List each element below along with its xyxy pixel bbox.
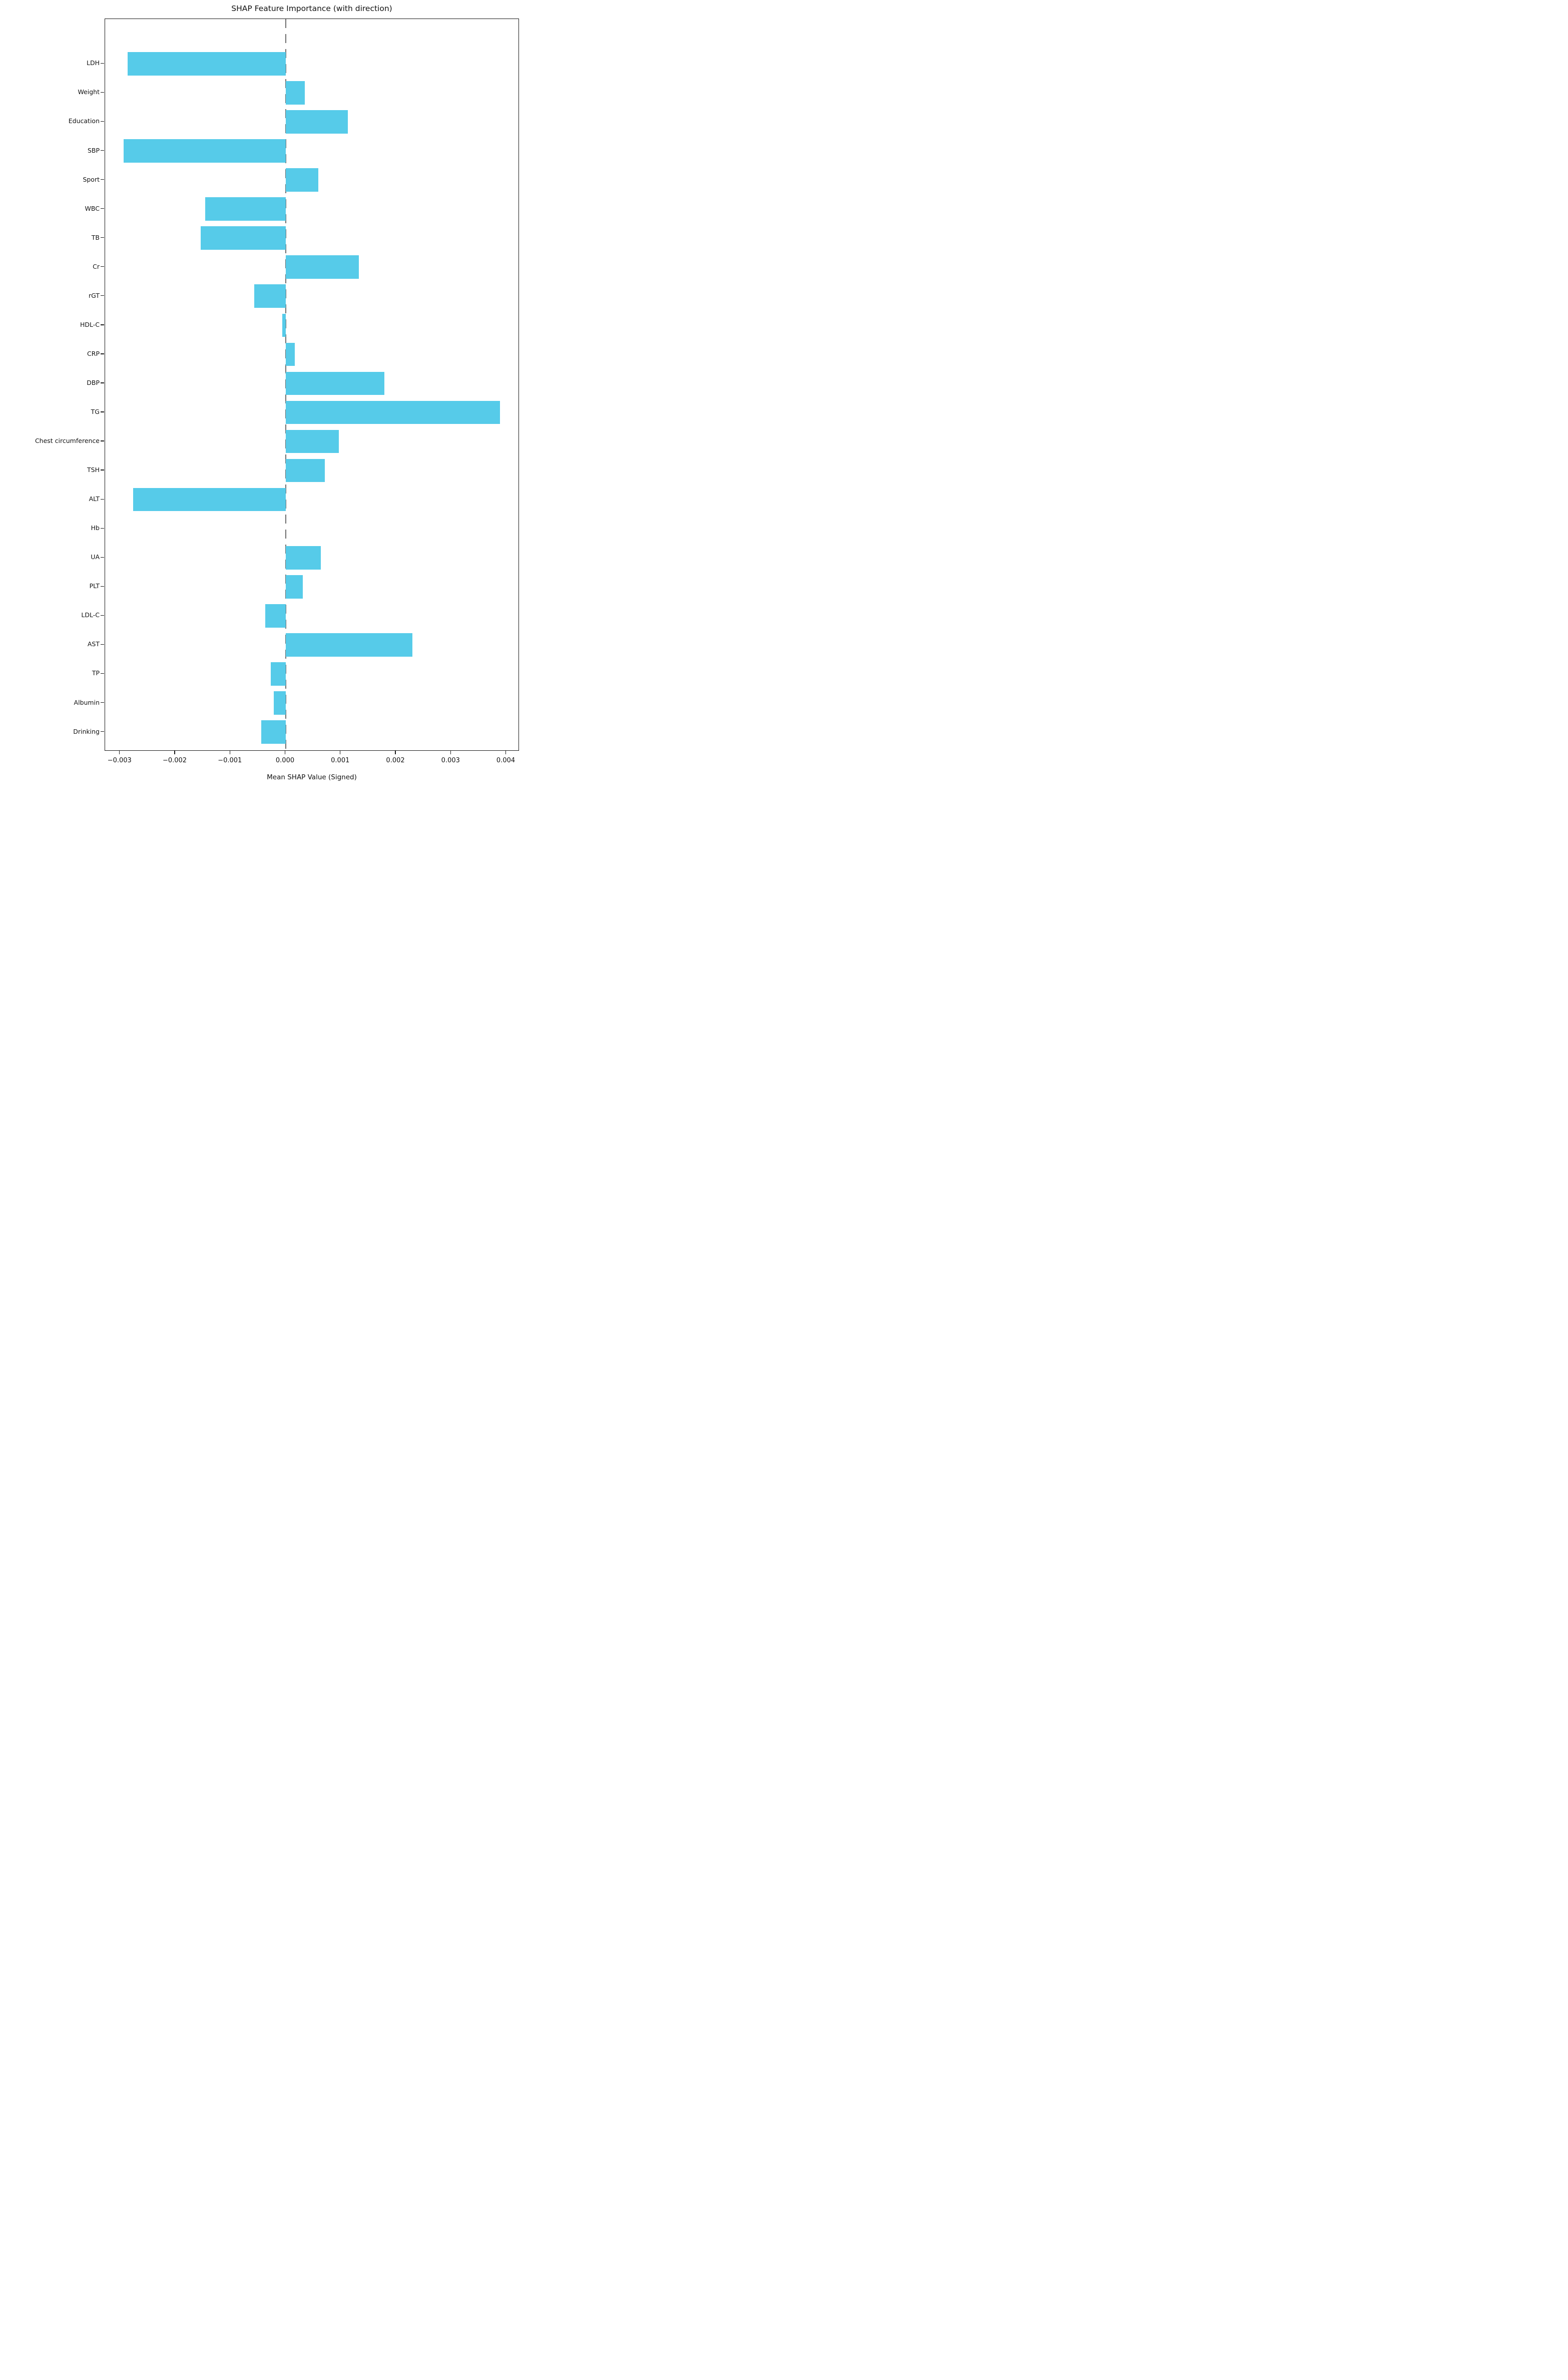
- y-axis-tick-label: TP: [92, 669, 100, 677]
- y-axis-tick-label: rGT: [88, 291, 100, 299]
- y-axis-tick-label: TSH: [87, 466, 100, 474]
- y-axis-tick-label: Weight: [78, 88, 100, 96]
- y-tick-mark: [101, 92, 104, 93]
- y-tick-mark: [101, 644, 104, 645]
- bar: [254, 284, 286, 308]
- y-axis-tick-label: Hb: [91, 524, 100, 532]
- y-axis-tick-label: UA: [91, 553, 100, 561]
- bar: [285, 168, 318, 192]
- y-tick-mark: [101, 382, 104, 383]
- bar: [274, 691, 286, 715]
- y-tick-mark: [101, 528, 104, 529]
- bar: [285, 81, 305, 105]
- y-tick-mark: [101, 615, 104, 616]
- y-tick-mark: [101, 150, 104, 151]
- y-axis-tick-label: Chest circumference: [35, 437, 100, 445]
- y-tick-mark: [101, 557, 104, 558]
- bar: [200, 226, 286, 250]
- y-tick-mark: [101, 673, 104, 674]
- x-axis-tick-label: −0.002: [162, 757, 187, 764]
- bar: [261, 720, 286, 744]
- bar: [285, 255, 359, 279]
- y-tick-mark: [101, 208, 104, 209]
- x-tick-mark: [450, 751, 451, 754]
- bar: [282, 313, 286, 337]
- y-axis-tick-label: AST: [87, 640, 100, 648]
- bar: [285, 546, 321, 570]
- x-axis-tick-label: 0.002: [386, 757, 405, 764]
- y-axis-tick-label: LDL-C: [81, 611, 100, 619]
- x-axis-tick-label: 0.001: [331, 757, 350, 764]
- x-tick-mark: [505, 751, 506, 754]
- y-axis-tick-label: LDH: [87, 59, 100, 67]
- y-tick-mark: [101, 411, 104, 412]
- x-axis-tick-label: 0.000: [275, 757, 295, 764]
- y-tick-mark: [101, 702, 104, 703]
- y-tick-mark: [101, 586, 104, 587]
- bar: [270, 662, 286, 686]
- y-tick-mark: [101, 266, 104, 267]
- y-axis-tick-label: WBC: [85, 204, 100, 212]
- bar: [285, 575, 303, 599]
- y-tick-mark: [101, 121, 104, 122]
- y-tick-mark: [101, 469, 104, 470]
- y-axis-tick-label: HDL-C: [80, 320, 100, 328]
- y-tick-mark: [101, 237, 104, 238]
- bar: [285, 400, 500, 424]
- bar: [133, 488, 286, 512]
- y-axis-tick-label: Albumin: [74, 698, 100, 706]
- y-axis-tick-label: TG: [91, 408, 100, 415]
- y-tick-mark: [101, 440, 104, 441]
- bar: [285, 458, 325, 483]
- y-axis-tick-label: ALT: [89, 495, 100, 503]
- y-tick-mark: [101, 179, 104, 180]
- y-tick-mark: [101, 324, 104, 325]
- x-axis-tick-label: 0.004: [496, 757, 515, 764]
- x-axis-tick-label: 0.003: [441, 757, 460, 764]
- bar: [285, 110, 348, 134]
- x-axis-label: Mean SHAP Value (Signed): [267, 773, 357, 781]
- y-axis-tick-label: TB: [91, 233, 100, 241]
- x-axis-tick-label: −0.003: [107, 757, 132, 764]
- bar: [205, 197, 286, 221]
- x-axis-tick-label: −0.001: [218, 757, 242, 764]
- shap-bar-chart-figure: SHAP Feature Importance (with direction)…: [0, 0, 522, 793]
- y-tick-mark: [101, 295, 104, 296]
- y-axis-tick-label: SBP: [87, 146, 100, 154]
- y-axis-tick-label: PLT: [89, 582, 100, 590]
- y-tick-mark: [101, 499, 104, 500]
- bar: [265, 604, 286, 628]
- y-axis-tick-label: Drinking: [73, 727, 100, 735]
- bar: [285, 429, 339, 453]
- bar: [124, 139, 286, 163]
- y-tick-mark: [101, 63, 104, 64]
- bar: [128, 52, 286, 76]
- x-tick-mark: [119, 751, 120, 754]
- bar: [285, 633, 413, 657]
- y-axis-tick-label: Cr: [93, 262, 100, 270]
- y-axis-tick-label: CRP: [87, 349, 100, 357]
- chart-title: SHAP Feature Importance (with direction): [231, 4, 392, 13]
- bar: [285, 371, 384, 395]
- y-tick-mark: [101, 731, 104, 732]
- y-axis-tick-label: DBP: [87, 378, 100, 386]
- bar: [285, 342, 295, 366]
- y-tick-mark: [101, 353, 104, 354]
- y-axis-tick-label: Education: [68, 117, 100, 125]
- plot-area: [105, 19, 519, 751]
- x-tick-mark: [174, 751, 175, 754]
- y-axis-tick-label: Sport: [83, 175, 100, 183]
